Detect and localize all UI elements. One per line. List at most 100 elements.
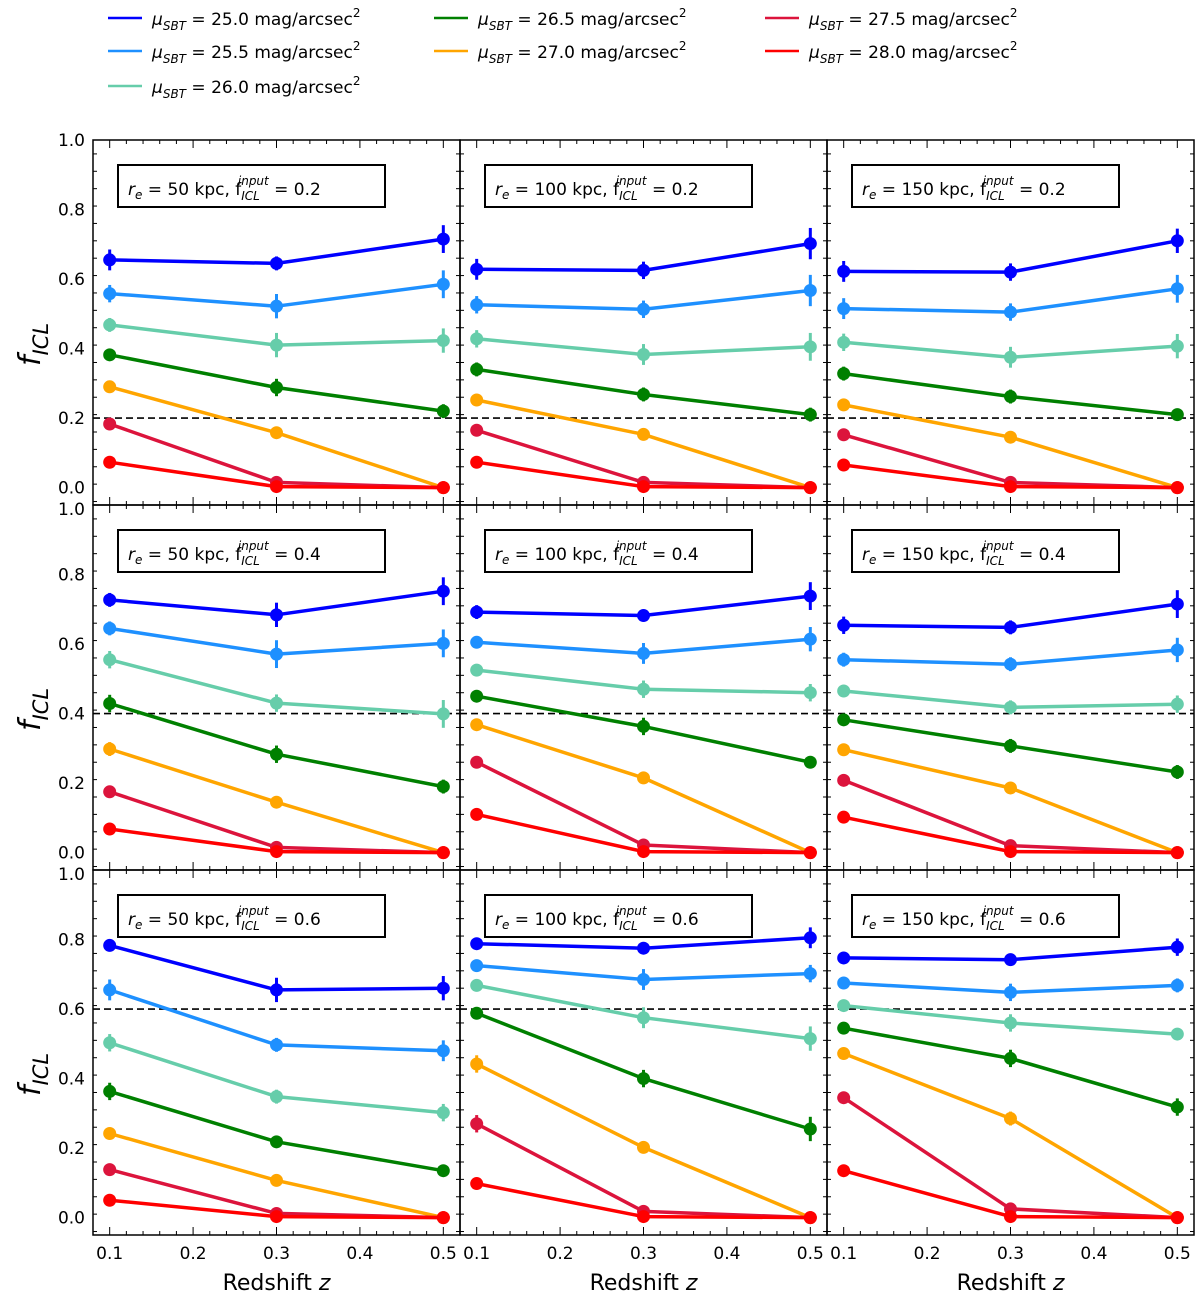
data-point	[1170, 282, 1184, 296]
data-point	[803, 846, 817, 860]
data-point	[837, 1164, 851, 1178]
annotation-symbol: r	[862, 910, 870, 930]
annotation-superscript: input	[983, 174, 1015, 188]
legend-label-text: = 27.0 mag/arcsec	[512, 43, 679, 63]
data-point	[270, 299, 283, 313]
data-point	[436, 584, 450, 598]
annotation-text: re = 100 kpc, fICLinput = 0.6	[495, 904, 699, 933]
legend-label-subscript: SBT	[820, 19, 845, 33]
data-point	[436, 780, 450, 794]
data-point	[637, 941, 650, 955]
x-tick-label: 0.4	[1080, 1244, 1107, 1264]
annotation-subscript: ICL	[986, 189, 1005, 203]
data-point	[1004, 620, 1017, 634]
legend-label-superscript: 2	[679, 6, 687, 20]
series	[470, 959, 817, 990]
series	[470, 227, 817, 280]
data-point	[270, 795, 283, 809]
annotation-symbol: r	[495, 545, 503, 565]
series	[837, 366, 1184, 422]
data-point	[1004, 390, 1017, 404]
annotation-symbol: r	[862, 545, 870, 565]
data-point	[103, 253, 117, 267]
annotation-box	[851, 529, 1120, 573]
legend-label-symbol: μ	[808, 10, 820, 30]
data-point	[637, 973, 650, 986]
y-tick-label: 0.6	[58, 1000, 85, 1020]
y-axis-title: fICL	[13, 1053, 53, 1096]
data-point	[803, 1211, 817, 1225]
data-point	[103, 380, 117, 394]
data-point	[637, 347, 650, 361]
y-tick-label: 0.2	[58, 774, 85, 794]
series	[837, 228, 1184, 282]
annotation-subscript: ICL	[619, 189, 638, 203]
data-point	[803, 237, 817, 251]
data-point	[270, 426, 283, 440]
series	[837, 590, 1184, 635]
legend-label-symbol: μ	[477, 43, 489, 63]
series-line	[843, 1051, 1179, 1220]
annotation-text: re = 150 kpc, fICLinput = 0.6	[862, 904, 1066, 933]
series	[103, 455, 450, 495]
data-point	[470, 362, 484, 376]
annotation-subscript: e	[502, 553, 509, 567]
series	[837, 999, 1184, 1041]
legend-label-symbol: μ	[151, 78, 163, 98]
data-point	[837, 1091, 851, 1105]
data-point	[1004, 305, 1017, 319]
x-tick-label: 0.5	[797, 1244, 824, 1264]
data-point	[1004, 953, 1017, 967]
legend-label-text: = 28.0 mag/arcsec	[843, 43, 1010, 63]
annotation-subscript: e	[869, 553, 876, 567]
annotation-superscript: input	[238, 174, 270, 188]
data-point	[103, 653, 117, 667]
series	[470, 393, 817, 495]
panel: re = 150 kpc, fICLinput = 0.4	[826, 504, 1195, 871]
data-point	[637, 302, 650, 316]
data-point	[1004, 700, 1017, 714]
annotation-re: = 100 kpc, f	[509, 180, 620, 200]
annotation-symbol: r	[495, 910, 503, 930]
annotation-re: = 150 kpc, f	[876, 180, 987, 200]
data-point	[837, 684, 851, 698]
data-point	[1170, 339, 1184, 353]
x-axis-title-text: Redshift	[223, 1271, 319, 1296]
data-point	[1170, 940, 1184, 954]
panel: re = 50 kpc, fICLinput = 0.2 0.0 0.2 0.4 0.6…	[58, 131, 461, 506]
data-point	[270, 983, 283, 997]
series	[103, 1034, 450, 1122]
data-point	[103, 1163, 117, 1177]
data-point	[436, 334, 450, 348]
data-point	[436, 846, 450, 860]
legend-entry: μSBT = 25.0 mag/arcsec2	[108, 6, 361, 33]
legend-label: μSBT = 25.5 mag/arcsec2	[151, 39, 361, 66]
series	[837, 274, 1184, 321]
data-point	[637, 845, 650, 859]
panel: re = 100 kpc, fICLinput = 0.4	[459, 504, 828, 871]
data-point	[270, 696, 283, 710]
data-point	[103, 1193, 117, 1207]
x-tick-label: 0.5	[430, 1244, 457, 1264]
data-point	[803, 632, 817, 646]
data-point	[470, 332, 484, 346]
legend-label-text: = 25.5 mag/arcsec	[186, 43, 353, 63]
annotation-text: re = 150 kpc, fICLinput = 0.2	[862, 174, 1066, 203]
series	[103, 348, 450, 419]
series	[470, 274, 817, 318]
data-point	[270, 256, 283, 270]
data-point	[1004, 985, 1017, 999]
data-point	[436, 707, 450, 721]
data-point	[270, 1090, 283, 1104]
y-tick-label: 0.4	[58, 705, 85, 725]
data-point	[470, 262, 484, 276]
panel: re = 100 kpc, fICLinput = 0.6 0.1 0.2 0.3 0.…	[459, 869, 828, 1264]
annotation-box	[484, 164, 753, 208]
data-point	[1170, 234, 1184, 248]
data-point	[470, 605, 484, 619]
data-point	[470, 937, 484, 951]
series	[470, 455, 817, 495]
legend-entry: μSBT = 28.0 mag/arcsec2	[765, 39, 1018, 66]
series	[837, 684, 1184, 715]
annotation-subscript: e	[869, 918, 876, 932]
